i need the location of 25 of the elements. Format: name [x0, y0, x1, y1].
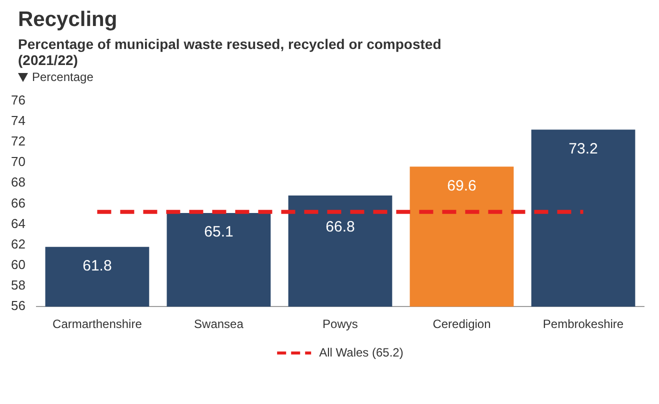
- data-label: 61.8: [82, 258, 112, 275]
- data-label: 66.8: [326, 218, 355, 236]
- y-tick-label: 76: [10, 92, 26, 108]
- y-tick-label: 62: [10, 236, 26, 252]
- chart-subtitle: Percentage of municipal waste resused, recycled or composted (2021/22): [18, 36, 442, 68]
- y-tick-label: 70: [10, 154, 26, 170]
- x-tick-label: Pembrokeshire: [542, 317, 624, 332]
- y-tick-label: 58: [10, 278, 26, 293]
- y-tick-label: 64: [10, 216, 26, 231]
- y-tick-label: 74: [10, 112, 26, 128]
- data-label: 65.1: [204, 224, 234, 241]
- y-axis-title: Percentage: [32, 70, 94, 84]
- x-tick-label: Carmarthenshire: [52, 317, 142, 332]
- chart-title: Recycling: [18, 8, 118, 32]
- x-tick-label: Swansea: [194, 317, 244, 332]
- y-tick-label: 66: [10, 195, 26, 210]
- data-label: 69.6: [447, 177, 476, 194]
- legend-label: All Wales (65.2): [319, 345, 404, 360]
- data-label: 73.2: [568, 140, 598, 158]
- y-tick-label: 60: [10, 257, 26, 272]
- x-tick-label: Powys: [322, 317, 358, 332]
- y-tick-label: 68: [10, 174, 26, 190]
- y-tick-label: 56: [10, 298, 26, 314]
- y-tick-label: 72: [10, 134, 26, 149]
- x-tick-label: Ceredigion: [432, 317, 491, 332]
